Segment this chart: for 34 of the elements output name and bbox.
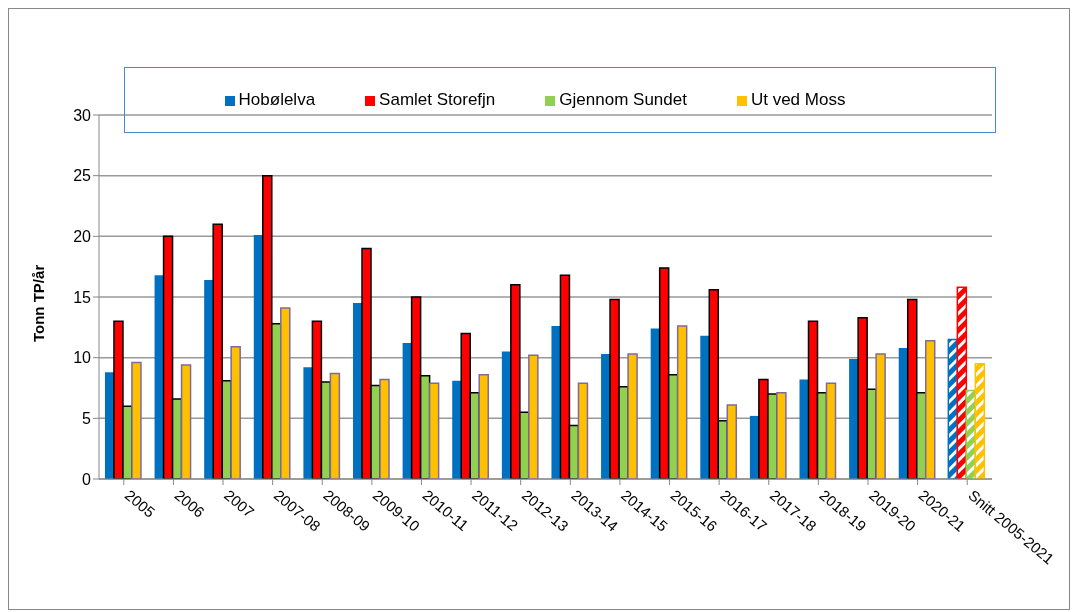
legend-label: Samlet Storefjn: [379, 90, 496, 109]
bar: [478, 373, 489, 479]
bar: [131, 361, 142, 479]
y-tick-label: 15: [73, 288, 92, 306]
legend-label: Hobølelva: [238, 90, 316, 109]
bar: [428, 382, 440, 479]
bar: [825, 382, 837, 479]
bar: [577, 382, 589, 479]
y-tick-label: 10: [73, 349, 92, 367]
bar: [528, 354, 539, 479]
legend-label: Ut ved Moss: [750, 90, 846, 109]
bar: [329, 372, 341, 479]
legend-label: Gjennom Sundet: [559, 90, 687, 109]
bar: [700, 335, 710, 479]
y-axis-title: Tonn TP/år: [30, 264, 48, 342]
bar: [875, 353, 886, 479]
bar: [551, 326, 561, 479]
y-tick-label: 0: [82, 470, 92, 488]
y-tick-label: 5: [82, 410, 92, 428]
bar: [280, 307, 291, 479]
bar: [230, 346, 241, 479]
y-tick-label: 20: [73, 228, 92, 246]
bar: [303, 367, 313, 479]
y-tick-label: 30: [73, 106, 92, 124]
bar: [627, 353, 638, 479]
bar: [974, 362, 986, 479]
bar: [180, 364, 192, 479]
bar: [924, 339, 936, 479]
bar: [956, 286, 968, 479]
bar: [776, 392, 787, 479]
bar: [379, 378, 390, 479]
y-tick-label: 25: [73, 167, 92, 185]
bar: [726, 404, 738, 479]
bar: [676, 325, 688, 479]
